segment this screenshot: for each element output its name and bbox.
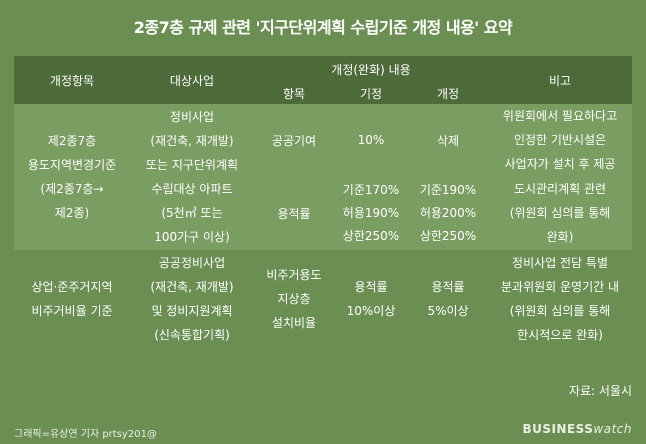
brand-logo-part1: BUSINESS xyxy=(522,422,594,436)
r2-before-line: 상한250% xyxy=(342,228,400,243)
r1-item-line: 제2종) xyxy=(54,206,90,220)
r3-before-line: 용적률 xyxy=(354,280,388,294)
r2-target-line: 100가구 이상) xyxy=(154,230,230,244)
r3-field-cell: 비주거용도 지상층 설치비율 xyxy=(254,250,334,348)
r2-target-line: 수립대상 아파트 xyxy=(151,182,233,196)
r2-target-line: (5천㎡ 또는 xyxy=(161,206,223,220)
r2-after-line: 기준190% xyxy=(419,182,477,197)
r3-field-line: 비주거용도 xyxy=(266,268,322,282)
header-item: 개정항목 xyxy=(14,56,130,104)
r3-after-line: 용적률 xyxy=(431,280,465,294)
r2-field: 용적률 xyxy=(254,176,334,250)
header-before: 기정 xyxy=(334,82,408,104)
header-target: 대상사업 xyxy=(130,56,254,104)
graphic-credit: 그래픽=유상연 기자 prtsy201@ xyxy=(14,429,157,440)
r2-after-line: 상한250% xyxy=(419,228,477,243)
r3-item-line: 비주거비율 기준 xyxy=(31,304,113,318)
r2-before-line: 기준170% xyxy=(342,182,400,197)
r1-note-line: 인정한 기반시설은 xyxy=(513,133,607,147)
r3-note-cell: 정비사업 전담 특별 분과위원회 운영기간 내 (위원회 심의를 통해 한시적으… xyxy=(488,250,633,348)
r3-after-cell: 용적률 5%이상 xyxy=(408,250,489,348)
brand-logo-part2: watch xyxy=(593,422,632,436)
r2-after-line: 허용200% xyxy=(419,205,477,220)
brand-logo: BUSINESSwatch xyxy=(522,422,632,436)
r3-target-cell: 공공정비사업 (재건축, 재개발) 및 정비지원계획 (신속통합기획) xyxy=(130,250,254,348)
r1-field: 공공기여 xyxy=(254,104,334,176)
r3-before-cell: 용적률 10%이상 xyxy=(334,250,408,348)
r1-note-line: 위원회에서 필요하다고 xyxy=(502,109,618,123)
r3-note-line: 한시적으로 완화) xyxy=(517,328,603,342)
r3-note-line: 분과위원회 운영기간 내 xyxy=(501,280,620,294)
r3-target-line: 및 정비지원계획 xyxy=(151,304,233,318)
r3-note-line: (위원회 심의를 통해 xyxy=(509,304,611,318)
r2-note-line: (위원회 심의를 통해 xyxy=(509,206,611,220)
header-after: 개정 xyxy=(408,82,489,104)
r2-note-line: 도시관리계획 관련 xyxy=(513,182,607,196)
r2-after-cell: 기준190% 허용200% 상한250% xyxy=(408,176,489,250)
r3-field-line: 설치비율 xyxy=(271,316,317,330)
r3-item-line: 상업·준주거지역 xyxy=(31,280,113,294)
r2-note-cell: 도시관리계획 관련 (위원회 심의를 통해 완화) xyxy=(488,176,633,250)
header-note: 비고 xyxy=(488,56,633,104)
r1-before: 10% xyxy=(334,104,408,176)
r1-item-line: 제2종7층 xyxy=(47,134,97,148)
r3-before-line: 10%이상 xyxy=(346,304,396,318)
r3-after-line: 5%이상 xyxy=(427,304,469,318)
r2-note-line: 완화) xyxy=(546,230,574,244)
r1-note-cell: 위원회에서 필요하다고 인정한 기반시설은 사업자가 설치 후 제공 xyxy=(488,104,633,176)
r1-target-line: 정비사업 xyxy=(169,110,215,124)
r2-before-line: 허용190% xyxy=(342,205,400,220)
r1-item-line: (제2종7층→ xyxy=(40,182,104,196)
r1-target-cell: 정비사업 (재건축, 재개발) 또는 지구단위계획 수립대상 아파트 (5천㎡ … xyxy=(130,104,254,250)
r3-note-line: 정비사업 전담 특별 xyxy=(512,256,608,270)
r1-after: 삭제 xyxy=(408,104,489,176)
source-note: 자료: 서울시 xyxy=(568,384,632,398)
r1-item-line: 용도지역변경기준 xyxy=(27,158,117,172)
r3-target-line: (신속통합기획) xyxy=(154,328,230,342)
summary-table: 개정항목 대상사업 개정(완화) 내용 비고 항목 기정 개정 제2종7층 용도… xyxy=(14,56,633,348)
page-title: 2종7층 규제 관련 '지구단위계획 수립기준 개정 내용' 요약 xyxy=(133,18,513,37)
r3-target-line: 공공정비사업 xyxy=(158,256,226,270)
r1-item-cell: 제2종7층 용도지역변경기준 (제2종7층→ 제2종) xyxy=(14,104,130,250)
r1-note-line: 사업자가 설치 후 제공 xyxy=(504,157,616,171)
header-field: 항목 xyxy=(254,82,334,104)
r3-field-line: 지상층 xyxy=(277,292,311,306)
r2-before-cell: 기준170% 허용190% 상한250% xyxy=(334,176,408,250)
r3-target-line: (재건축, 재개발) xyxy=(150,280,234,294)
r1-target-line: 또는 지구단위계획 xyxy=(145,158,239,172)
header-revision-group: 개정(완화) 내용 xyxy=(254,56,489,82)
r3-item-cell: 상업·준주거지역 비주거비율 기준 xyxy=(14,250,130,348)
r1-target-line: (재건축, 재개발) xyxy=(150,134,234,148)
